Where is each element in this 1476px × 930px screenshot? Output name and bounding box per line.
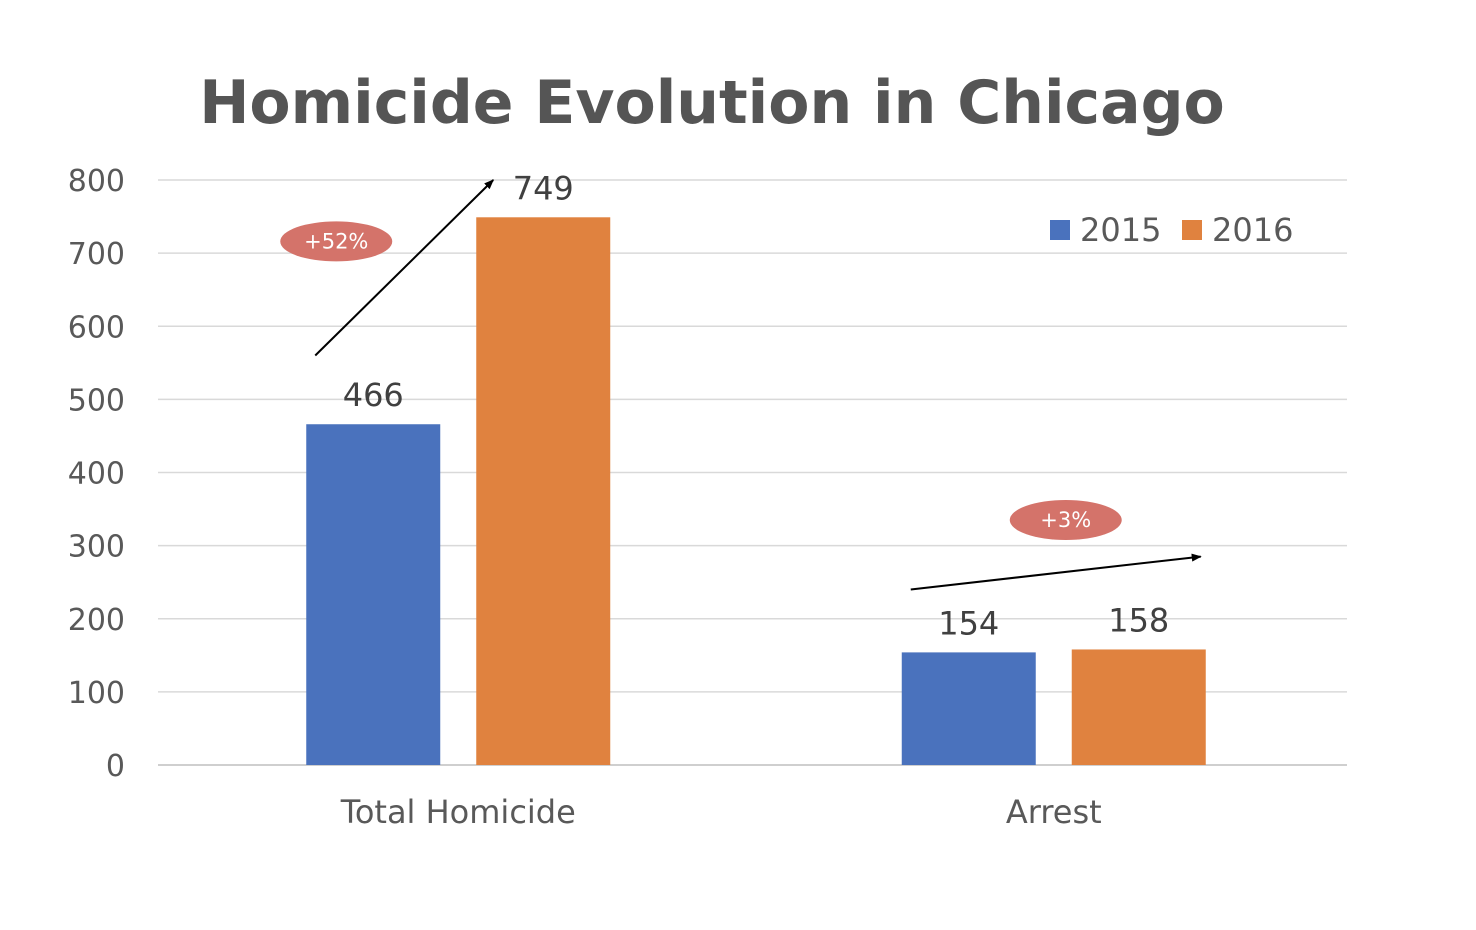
change-badge-label: +3% — [1040, 508, 1091, 532]
annotations: +52% +3% — [280, 179, 1202, 591]
y-tick-label: 600 — [68, 310, 125, 345]
trend-arrow — [314, 179, 494, 357]
data-labels: 466 749 154 158 — [343, 169, 1170, 642]
trend-arrow — [910, 553, 1202, 591]
y-tick-label: 400 — [68, 457, 125, 492]
change-badge — [1009, 500, 1122, 541]
legend-label: 2016 — [1212, 211, 1293, 249]
legend-label: 2015 — [1080, 211, 1161, 249]
data-label: 749 — [513, 169, 574, 207]
category-label: Total Homicide — [340, 793, 576, 831]
bar-2016-0 — [476, 217, 611, 765]
y-axis-ticks: 0 100 200 300 400 500 600 700 800 — [68, 164, 125, 784]
y-tick-label: 0 — [106, 749, 125, 784]
y-tick-label: 200 — [68, 603, 125, 638]
chart-title: Homicide Evolution in Chicago — [199, 68, 1225, 138]
legend-swatch-2016 — [1182, 220, 1202, 240]
y-tick-label: 800 — [68, 164, 125, 199]
data-label: 158 — [1108, 601, 1169, 639]
bar-2015-1 — [901, 652, 1036, 765]
x-axis-categories: Total Homicide Arrest — [340, 793, 1102, 831]
y-tick-label: 300 — [68, 530, 125, 565]
bars — [306, 217, 1206, 765]
y-tick-label: 700 — [68, 237, 125, 272]
data-label: 466 — [343, 376, 404, 414]
bar-2016-1 — [1071, 649, 1206, 765]
change-badge-label: +52% — [304, 229, 368, 253]
legend-swatch-2015 — [1050, 220, 1070, 240]
bar-2015-0 — [306, 424, 441, 765]
legend: 2015 2016 — [1050, 211, 1293, 249]
change-badge — [280, 221, 393, 262]
category-label: Arrest — [1006, 793, 1102, 831]
y-tick-label: 100 — [68, 676, 125, 711]
y-tick-label: 500 — [68, 383, 125, 418]
data-label: 154 — [938, 604, 999, 642]
